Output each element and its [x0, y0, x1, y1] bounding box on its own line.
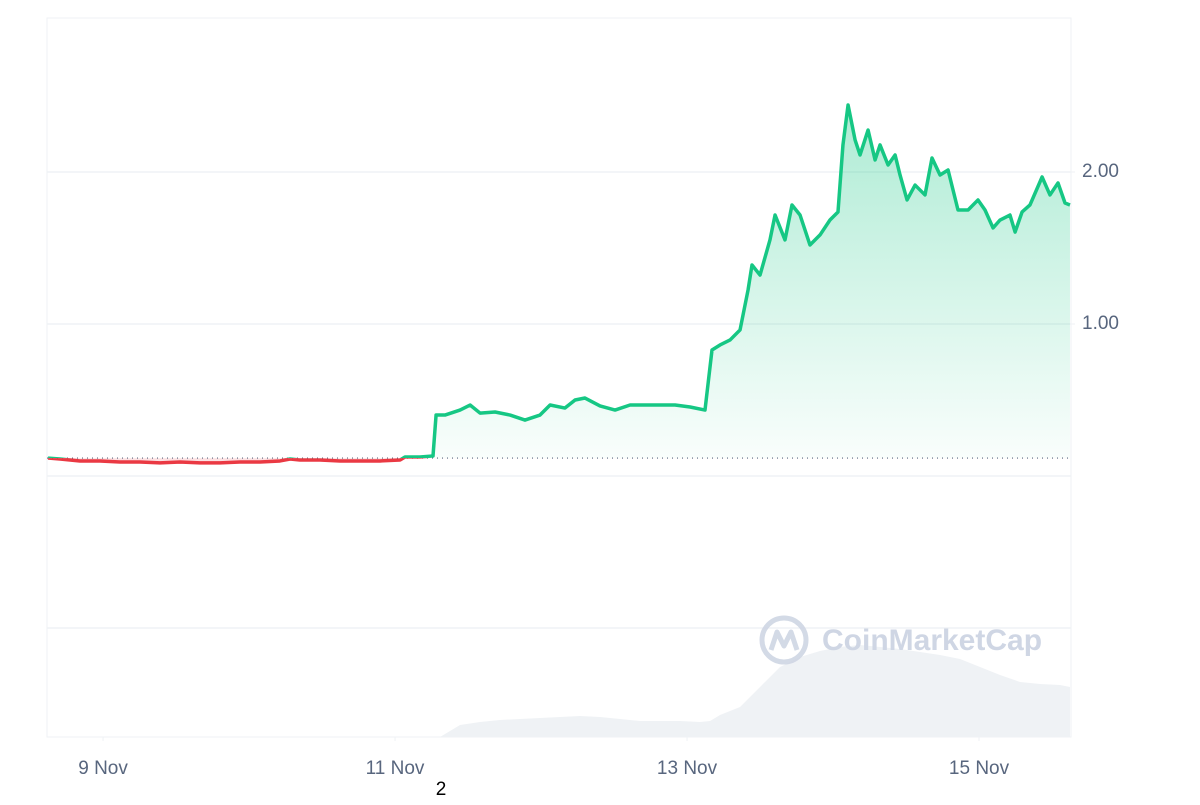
- x-tick-label: 15 Nov: [949, 758, 1010, 779]
- watermark-logo: [759, 615, 809, 665]
- x-tick-label: 9 Nov: [78, 758, 128, 779]
- watermark: CoinMarketCap: [822, 624, 1042, 657]
- y-tick-label: 2.00: [1082, 161, 1119, 182]
- price-line: [48, 103, 1071, 459]
- y-tick-label: 1.00: [1082, 313, 1119, 334]
- price-line-below: [47, 458, 429, 465]
- area-up: [48, 104, 1070, 459]
- annotation: 2: [436, 779, 447, 800]
- volume-area: [48, 645, 1070, 737]
- x-tick-label: 11 Nov: [366, 758, 425, 779]
- x-tick-label: 13 Nov: [657, 758, 718, 779]
